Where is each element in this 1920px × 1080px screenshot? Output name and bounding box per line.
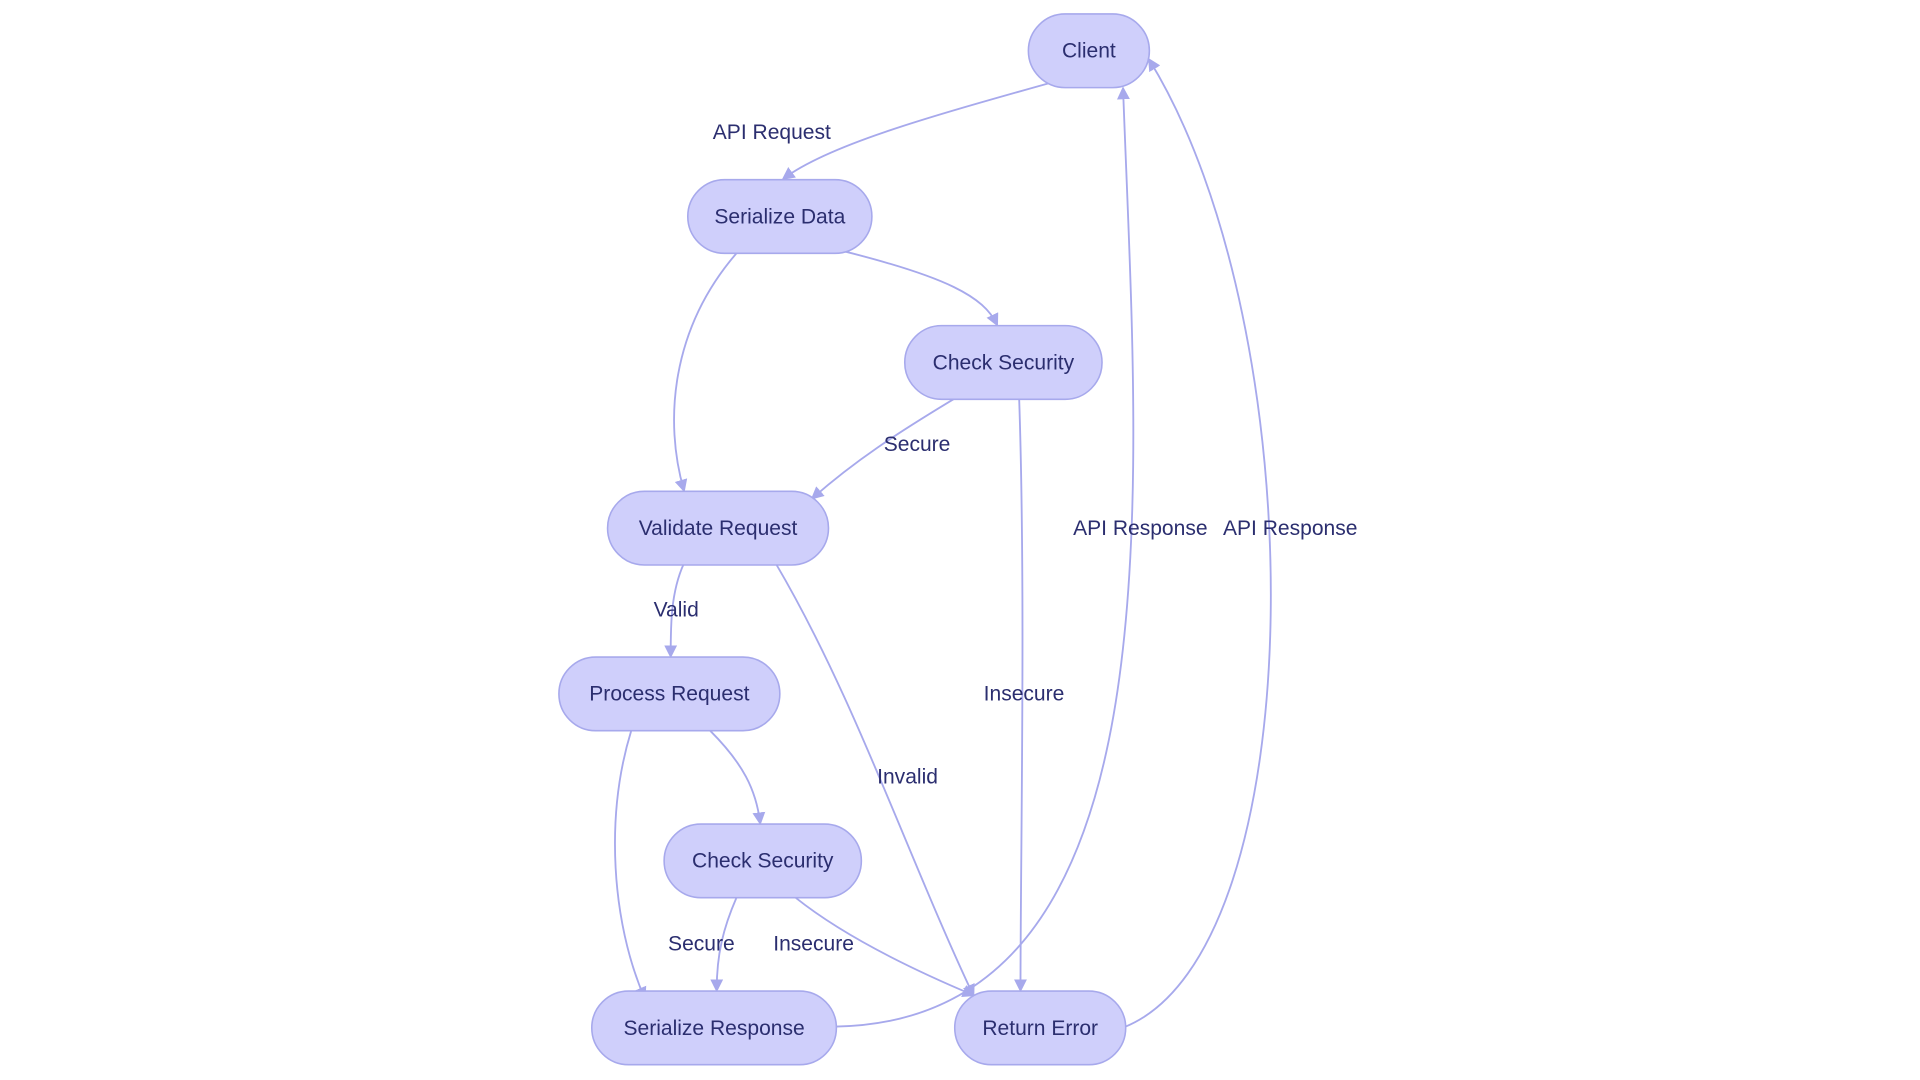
node-label-validate: Validate Request <box>639 517 798 540</box>
node-csec1: Check Security <box>905 326 1102 400</box>
edge-label-e10: Invalid <box>877 766 938 789</box>
edge-e13 <box>1126 60 1271 1027</box>
node-label-reterr: Return Error <box>982 1017 1098 1040</box>
nodes-layer: Client Serialize Data Check Security Valida… <box>559 14 1149 1065</box>
node-label-serresp: Serialize Response <box>623 1017 804 1040</box>
node-label-csec2: Check Security <box>692 850 834 873</box>
edge-label-e12: API Response <box>1073 517 1207 540</box>
node-label-csec1: Check Security <box>933 351 1075 374</box>
node-validate: Validate Request <box>608 491 829 565</box>
edge-e4 <box>674 253 736 490</box>
edge-label-e1: API Request <box>713 121 831 144</box>
node-process: Process Request <box>559 657 780 731</box>
flowchart-canvas: Client Serialize Data Check Security Valida… <box>0 0 1920 1080</box>
edge-label-e3: Secure <box>884 433 951 456</box>
edge-label-e13: API Response <box>1223 517 1357 540</box>
edge-e12 <box>836 89 1133 1027</box>
edge-e6 <box>710 731 760 823</box>
node-reterr: Return Error <box>955 991 1126 1065</box>
node-label-process: Process Request <box>589 683 749 706</box>
node-serresp: Serialize Response <box>592 991 837 1065</box>
edge-label-e11: Insecure <box>984 683 1065 706</box>
edge-label-e7: Secure <box>668 933 735 956</box>
edge-label-e9: Insecure <box>773 933 854 956</box>
node-label-serialize: Serialize Data <box>714 205 845 228</box>
node-serialize: Serialize Data <box>688 180 872 254</box>
node-label-client: Client <box>1062 40 1116 63</box>
edge-e2 <box>842 251 997 325</box>
node-csec2: Check Security <box>664 824 861 898</box>
edge-label-e5: Valid <box>654 599 699 622</box>
edge-e8 <box>615 731 644 998</box>
edge-e10 <box>776 564 973 995</box>
node-client: Client <box>1028 14 1149 88</box>
